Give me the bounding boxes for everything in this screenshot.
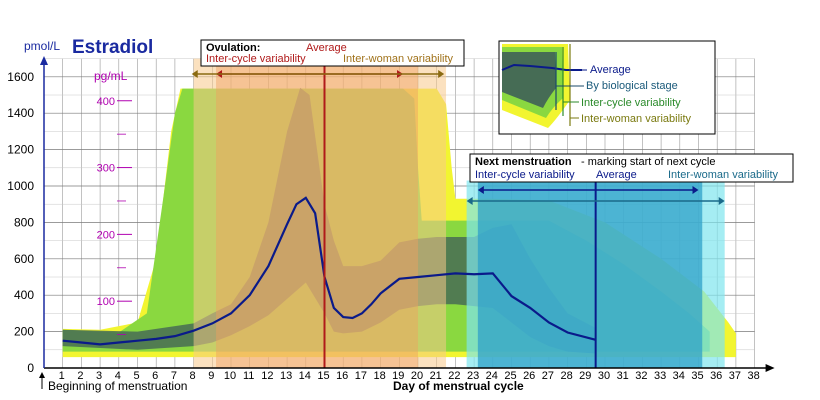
y-axis-tick-label: 400: [14, 288, 34, 302]
menstruation-inter-cycle-arrow-head-left: [477, 186, 484, 194]
ovulation-heading: Ovulation:: [206, 42, 260, 54]
ovulation-average-label: Average: [306, 42, 347, 54]
next-menstruation-inter-cycle-label: Inter-cycle variability: [475, 169, 575, 181]
x-axis-tick-label: 24: [486, 370, 498, 382]
y-axis-tick-label: 1600: [7, 70, 34, 84]
legend-entry-inter-cycle: Inter-cycle variability: [581, 97, 681, 109]
menstruation-inter-cycle-region: [477, 180, 703, 368]
average-line: [62, 196, 596, 346]
x-axis-tick-label: 7: [171, 370, 177, 382]
legend-entry-biological-stage: By biological stage: [586, 80, 678, 92]
average-line-layer: [62, 52, 725, 368]
x-axis-tick-label: 25: [504, 370, 516, 382]
x-axis-tick-label: 18: [373, 370, 385, 382]
x-axis-tick-label: 9: [208, 370, 214, 382]
timing-overlays: [193, 58, 725, 368]
x-axis-tick-label: 23: [467, 370, 479, 382]
beginning-of-menstruation-label: Beginning of menstruation: [48, 379, 187, 393]
y-axis-tick-label: 600: [14, 252, 34, 266]
y-axis-tick-label: 200: [14, 325, 34, 339]
x-axis-tick-label: 36: [710, 370, 722, 382]
next-menstruation-heading: Next menstruation: [475, 156, 572, 168]
legend: Average By biological stage Inter-cycle …: [498, 40, 716, 135]
ovulation-inter-woman-arrow-head-left: [191, 70, 198, 78]
secondary-axis-tick-label: 200: [97, 229, 115, 241]
x-axis-arrowhead: [765, 364, 775, 372]
x-axis-tick-label: 17: [355, 370, 367, 382]
y-axis-tick-label: 800: [14, 215, 34, 229]
x-axis-tick-label: 13: [280, 370, 292, 382]
biological-stage-band: [62, 87, 596, 354]
secondary-axis-tick-label: 400: [97, 96, 115, 108]
x-axis-tick-label: 12: [261, 370, 273, 382]
x-axis-tick-label: 30: [598, 370, 610, 382]
ovulation-inter-woman-region: [193, 58, 447, 368]
x-axis-tick-label: 34: [673, 370, 685, 382]
x-axis-tick-label: 21: [430, 370, 442, 382]
next-menstruation-inter-woman-label: Inter-woman variability: [668, 169, 779, 181]
menstruation-inter-woman-arrow-head-left: [466, 197, 473, 205]
beginning-marker-arrow: [39, 372, 45, 378]
x-axis-tick-label: 27: [542, 370, 554, 382]
y-axis-unit-label: pmol/L: [24, 39, 60, 53]
y-axis-tick-label: 1400: [7, 106, 34, 120]
secondary-axis-tick-label: 100: [97, 296, 115, 308]
x-axis-tick-label: 33: [654, 370, 666, 382]
secondary-axis-panel: [90, 68, 134, 368]
y-axis-tick-label: 0: [27, 361, 34, 375]
x-axis-tick-label: 28: [560, 370, 572, 382]
ovulation-inter-woman-arrow-head-right: [438, 70, 445, 78]
next-menstruation-average-label: Average: [596, 169, 637, 181]
x-axis-tick-label: 29: [579, 370, 591, 382]
x-axis-tick-label: 2: [77, 370, 83, 382]
x-axis-tick-label: 4: [115, 370, 121, 382]
ovulation-inter-cycle-label: Inter-cycle variability: [206, 53, 306, 65]
chart-title: Estradiol: [72, 37, 153, 58]
x-axis-tick-label: 15: [317, 370, 329, 382]
legend-entry-inter-woman: Inter-woman variability: [581, 113, 692, 125]
background-layer: [90, 68, 134, 368]
legend-entry-average: Average: [590, 64, 631, 76]
x-axis-tick-label: 22: [448, 370, 460, 382]
ovulation-inter-woman-label: Inter-woman variability: [343, 53, 454, 65]
y-axis-tick-label: 1200: [7, 143, 34, 157]
x-axis-tick-label: 8: [190, 370, 196, 382]
x-axis-tick-label: 6: [152, 370, 158, 382]
menstruation-inter-cycle-arrow-head-right: [692, 186, 699, 194]
x-axis-tick-label: 5: [133, 370, 139, 382]
x-axis-tick-label: 19: [392, 370, 404, 382]
x-axis-tick-label: 38: [747, 370, 759, 382]
ovulation-box: [200, 39, 465, 67]
x-axis-tick-label: 37: [729, 370, 741, 382]
x-axis-tick-label: 20: [411, 370, 423, 382]
next-menstruation-subheading: - marking start of next cycle: [581, 156, 716, 168]
legend-swatch: [501, 44, 587, 128]
next-menstruation-box: [469, 153, 794, 183]
secondary-axis-tick-label: 300: [97, 163, 115, 175]
secondary-axis-unit-label: pg/mL: [94, 69, 128, 83]
x-axis-tick-label: 31: [617, 370, 629, 382]
x-axis-tick-label: 11: [243, 370, 254, 382]
x-axis-tick-label: 3: [96, 370, 102, 382]
ovulation-inter-cycle-region: [216, 58, 418, 368]
next-menstruation-annotation: Next menstruation - marking start of nex…: [469, 153, 794, 183]
y-axis-arrowhead: [40, 56, 48, 65]
x-axis-tick-label: 14: [299, 370, 311, 382]
x-axis-tick-label: 32: [635, 370, 647, 382]
x-axis-title: Day of menstrual cycle: [393, 379, 524, 393]
x-axis-tick-label: 35: [691, 370, 703, 382]
menstruation-inter-woman-arrow-head-right: [718, 197, 725, 205]
y-axis-tick-label: 1000: [7, 179, 34, 193]
x-axis-tick-label: 1: [59, 370, 65, 382]
x-axis-tick-label: 16: [336, 370, 348, 382]
axes-layer: 100 200 300 400 0 200 400 600 800 1000 1200 1400 160…: [7, 56, 775, 389]
x-axis-tick-label: 10: [224, 370, 236, 382]
x-axis-tick-label: 26: [523, 370, 535, 382]
ovulation-annotation: Ovulation: Average Inter-cycle variabili…: [200, 39, 465, 67]
